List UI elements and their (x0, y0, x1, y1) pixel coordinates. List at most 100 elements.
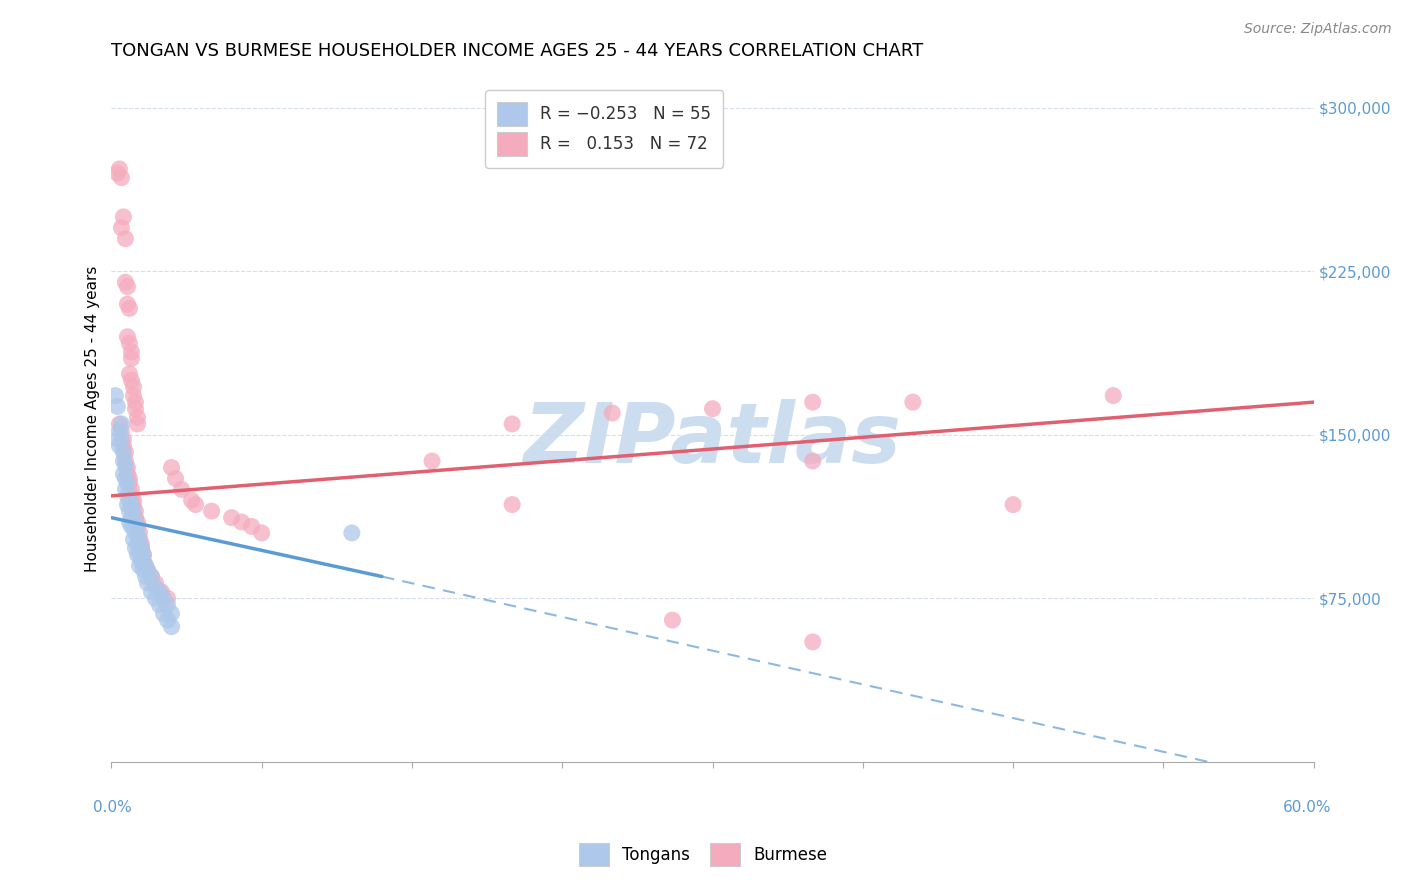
Point (114, 471, 136, 485)
Point (152, 591, 174, 606)
Point (160, 620, 183, 634)
Point (122, 389, 145, 403)
Point (156, 613, 179, 627)
Point (131, 554, 153, 568)
Point (117, 475, 139, 490)
Point (108, 417, 131, 431)
Point (114, 275, 136, 289)
Point (165, 471, 187, 485)
Point (145, 576, 167, 591)
Point (221, 510, 243, 524)
Point (112, 445, 135, 459)
Point (117, 279, 139, 293)
Point (134, 569, 156, 583)
Point (141, 569, 163, 583)
Point (136, 563, 159, 577)
Point (134, 558, 156, 573)
Point (184, 498, 207, 512)
Point (118, 504, 141, 518)
Point (107, 166, 129, 180)
Point (114, 445, 136, 459)
Point (120, 351, 142, 366)
Point (801, 454, 824, 468)
Point (131, 537, 153, 551)
Point (340, 525, 363, 540)
Y-axis label: Householder Income Ages 25 - 44 years: Householder Income Ages 25 - 44 years (86, 265, 100, 572)
Point (120, 498, 142, 512)
Point (1002, 498, 1025, 512)
Point (128, 525, 150, 540)
Point (180, 493, 202, 508)
Point (131, 541, 153, 556)
Point (114, 454, 136, 468)
Point (120, 345, 142, 359)
Point (132, 548, 155, 562)
Point (145, 591, 167, 606)
Text: 0.0%: 0.0% (93, 799, 132, 814)
Point (117, 489, 139, 503)
Point (124, 515, 146, 529)
Point (132, 548, 155, 562)
Point (110, 424, 132, 438)
Point (131, 541, 153, 556)
Point (112, 454, 135, 468)
Point (170, 483, 193, 497)
Point (127, 410, 149, 425)
Point (127, 548, 149, 562)
Point (114, 232, 136, 246)
Point (145, 581, 167, 595)
Point (108, 161, 131, 176)
Point (120, 373, 142, 387)
Point (112, 467, 135, 481)
Point (132, 554, 155, 568)
Point (128, 533, 150, 547)
Point (104, 389, 127, 403)
Point (148, 598, 170, 612)
Point (128, 548, 150, 562)
Legend: Tongans, Burmese: Tongans, Burmese (571, 835, 835, 875)
Point (128, 558, 150, 573)
Point (124, 504, 146, 518)
Point (661, 613, 683, 627)
Point (702, 401, 724, 416)
Point (124, 525, 146, 540)
Point (118, 471, 141, 485)
Point (124, 510, 146, 524)
Point (501, 417, 523, 431)
Point (108, 439, 131, 453)
Point (156, 591, 179, 606)
Point (127, 525, 149, 540)
Point (108, 424, 131, 438)
Point (122, 519, 145, 533)
Point (110, 170, 132, 185)
Point (118, 475, 141, 490)
Point (112, 210, 135, 224)
Legend: R = −0.253   N = 55, R =   0.153   N = 72: R = −0.253 N = 55, R = 0.153 N = 72 (485, 90, 723, 168)
Point (118, 515, 141, 529)
Point (127, 537, 149, 551)
Point (118, 336, 141, 351)
Point (200, 504, 222, 518)
Point (118, 493, 141, 508)
Text: TONGAN VS BURMESE HOUSEHOLDER INCOME AGES 25 - 44 YEARS CORRELATION CHART: TONGAN VS BURMESE HOUSEHOLDER INCOME AGE… (111, 42, 924, 60)
Point (150, 584, 173, 599)
Point (134, 558, 156, 573)
Point (114, 458, 136, 473)
Point (901, 395, 924, 409)
Point (156, 598, 179, 612)
Point (801, 635, 824, 649)
Point (120, 519, 142, 533)
Point (136, 563, 159, 577)
Point (127, 417, 149, 431)
Point (127, 519, 149, 533)
Point (122, 533, 145, 547)
Point (120, 489, 142, 503)
Point (136, 576, 159, 591)
Point (112, 439, 135, 453)
Point (148, 584, 170, 599)
Point (110, 220, 132, 235)
Point (122, 504, 145, 518)
Text: Source: ZipAtlas.com: Source: ZipAtlas.com (1244, 22, 1392, 37)
Point (114, 483, 136, 497)
Point (117, 330, 139, 344)
